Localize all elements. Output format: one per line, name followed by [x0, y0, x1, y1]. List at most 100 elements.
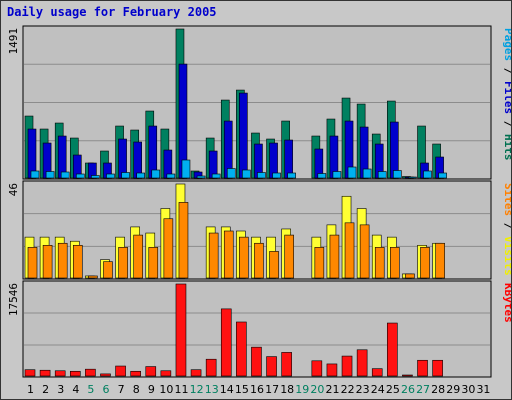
day-label-24: 24: [371, 383, 385, 396]
bar-kbytes-day-1: [24, 369, 36, 377]
bar-files-day-25: [390, 121, 399, 179]
bar-pages-day-28: [438, 172, 447, 179]
bar-kbytes-day-4: [69, 370, 81, 377]
day-label-31: 31: [476, 383, 490, 396]
day-label-2: 2: [42, 383, 49, 396]
bar-sites-day-7: [118, 247, 128, 279]
bar-kbytes-day-21: [326, 363, 338, 377]
bar-pages-day-26: [408, 176, 417, 179]
day-label-28: 28: [431, 383, 445, 396]
bar-sites-day-20: [314, 247, 325, 279]
bar-kbytes-day-24: [371, 368, 383, 377]
legend-entry: /: [502, 216, 511, 236]
bar-pages-day-23: [362, 168, 372, 179]
day-label-19: 19: [295, 383, 309, 396]
bar-sites-day-21: [329, 234, 340, 279]
bar-sites-day-1: [27, 247, 38, 279]
bar-kbytes-day-22: [341, 355, 353, 377]
day-label-23: 23: [356, 383, 370, 396]
bar-pages-day-10: [166, 173, 176, 179]
bar-kbytes-day-8: [130, 370, 141, 377]
legend-entry: Sites: [502, 183, 511, 216]
day-label-25: 25: [386, 383, 400, 396]
bar-kbytes-day-9: [145, 366, 157, 377]
day-label-29: 29: [446, 383, 460, 396]
bar-sites-day-14: [223, 230, 234, 279]
bar-sites-day-24: [374, 247, 385, 279]
day-label-6: 6: [103, 383, 110, 396]
bar-kbytes-day-6: [100, 373, 111, 377]
bar-pages-day-4: [75, 173, 85, 179]
legend-entry: Hits: [502, 134, 511, 161]
bar-pages-day-17: [272, 172, 281, 179]
bar-pages-day-20: [317, 173, 327, 179]
bar-kbytes-day-14: [220, 308, 232, 377]
bar-kbytes-day-15: [236, 321, 247, 377]
bar-kbytes-day-11: [175, 283, 187, 377]
bar-files-day-8: [133, 141, 142, 179]
day-label-13: 13: [205, 383, 219, 396]
day-label-8: 8: [133, 383, 140, 396]
bar-kbytes-day-3: [54, 370, 66, 377]
bar-sites-day-10: [163, 218, 174, 279]
bar-pages-day-12: [196, 175, 206, 179]
bar-kbytes-day-26: [402, 374, 413, 377]
bar-kbytes-day-13: [205, 358, 217, 377]
day-label-10: 10: [159, 383, 173, 396]
bar-files-day-15: [239, 92, 248, 179]
day-label-17: 17: [265, 383, 279, 396]
bar-kbytes-day-10: [160, 370, 172, 377]
bar-sites-day-3: [57, 242, 68, 279]
bar-sites-day-13: [208, 232, 219, 279]
bar-kbytes-day-7: [115, 365, 126, 377]
bar-sites-day-9: [148, 247, 159, 279]
day-label-22: 22: [341, 383, 355, 396]
bar-sites-day-11: [178, 202, 189, 279]
day-label-3: 3: [57, 383, 64, 396]
bar-sites-day-17: [269, 251, 279, 279]
bar-pages-day-16: [257, 172, 266, 179]
bar-kbytes-day-20: [311, 360, 323, 377]
bar-pages-day-7: [121, 172, 130, 179]
legend-entry: Files: [502, 81, 511, 114]
day-label-30: 30: [461, 383, 475, 396]
max-label-pages-files-hits: 1491: [7, 28, 20, 55]
bar-sites-day-25: [390, 247, 400, 279]
bar-kbytes-day-17: [266, 356, 277, 377]
bar-pages-day-6: [106, 173, 115, 179]
legend-entry: Pages: [502, 28, 511, 61]
bar-sites-day-6: [103, 261, 113, 279]
bar-pages-day-3: [60, 171, 70, 179]
bar-sites-day-8: [133, 234, 143, 279]
bar-pages-day-13: [211, 173, 221, 179]
day-label-15: 15: [235, 383, 249, 396]
bar-pages-day-21: [332, 171, 342, 179]
day-label-20: 20: [310, 383, 324, 396]
bar-sites-day-22: [344, 222, 355, 279]
bar-sites-day-5: [88, 275, 98, 279]
bar-pages-day-2: [45, 171, 55, 179]
bar-files-day-7: [118, 138, 127, 179]
day-label-27: 27: [416, 383, 430, 396]
bar-files-day-18: [284, 139, 293, 179]
day-label-9: 9: [148, 383, 155, 396]
bar-kbytes-day-12: [190, 369, 202, 377]
bar-sites-day-28: [435, 242, 445, 279]
bar-sites-day-4: [72, 245, 83, 279]
bar-sites-day-2: [42, 245, 53, 279]
legend-entry: /: [502, 114, 511, 134]
bar-pages-day-11: [181, 159, 191, 179]
day-label-26: 26: [401, 383, 415, 396]
bar-sites-day-18: [284, 234, 294, 279]
max-label-visits-sites: 46: [7, 183, 20, 196]
bar-pages-day-27: [423, 170, 432, 179]
bar-sites-day-16: [254, 242, 264, 279]
bar-kbytes-day-16: [251, 346, 262, 377]
bar-kbytes-day-23: [356, 349, 368, 377]
day-label-11: 11: [175, 383, 189, 396]
bar-sites-day-15: [239, 236, 249, 279]
bar-sites-day-23: [359, 224, 370, 279]
bar-pages-day-1: [30, 170, 40, 179]
